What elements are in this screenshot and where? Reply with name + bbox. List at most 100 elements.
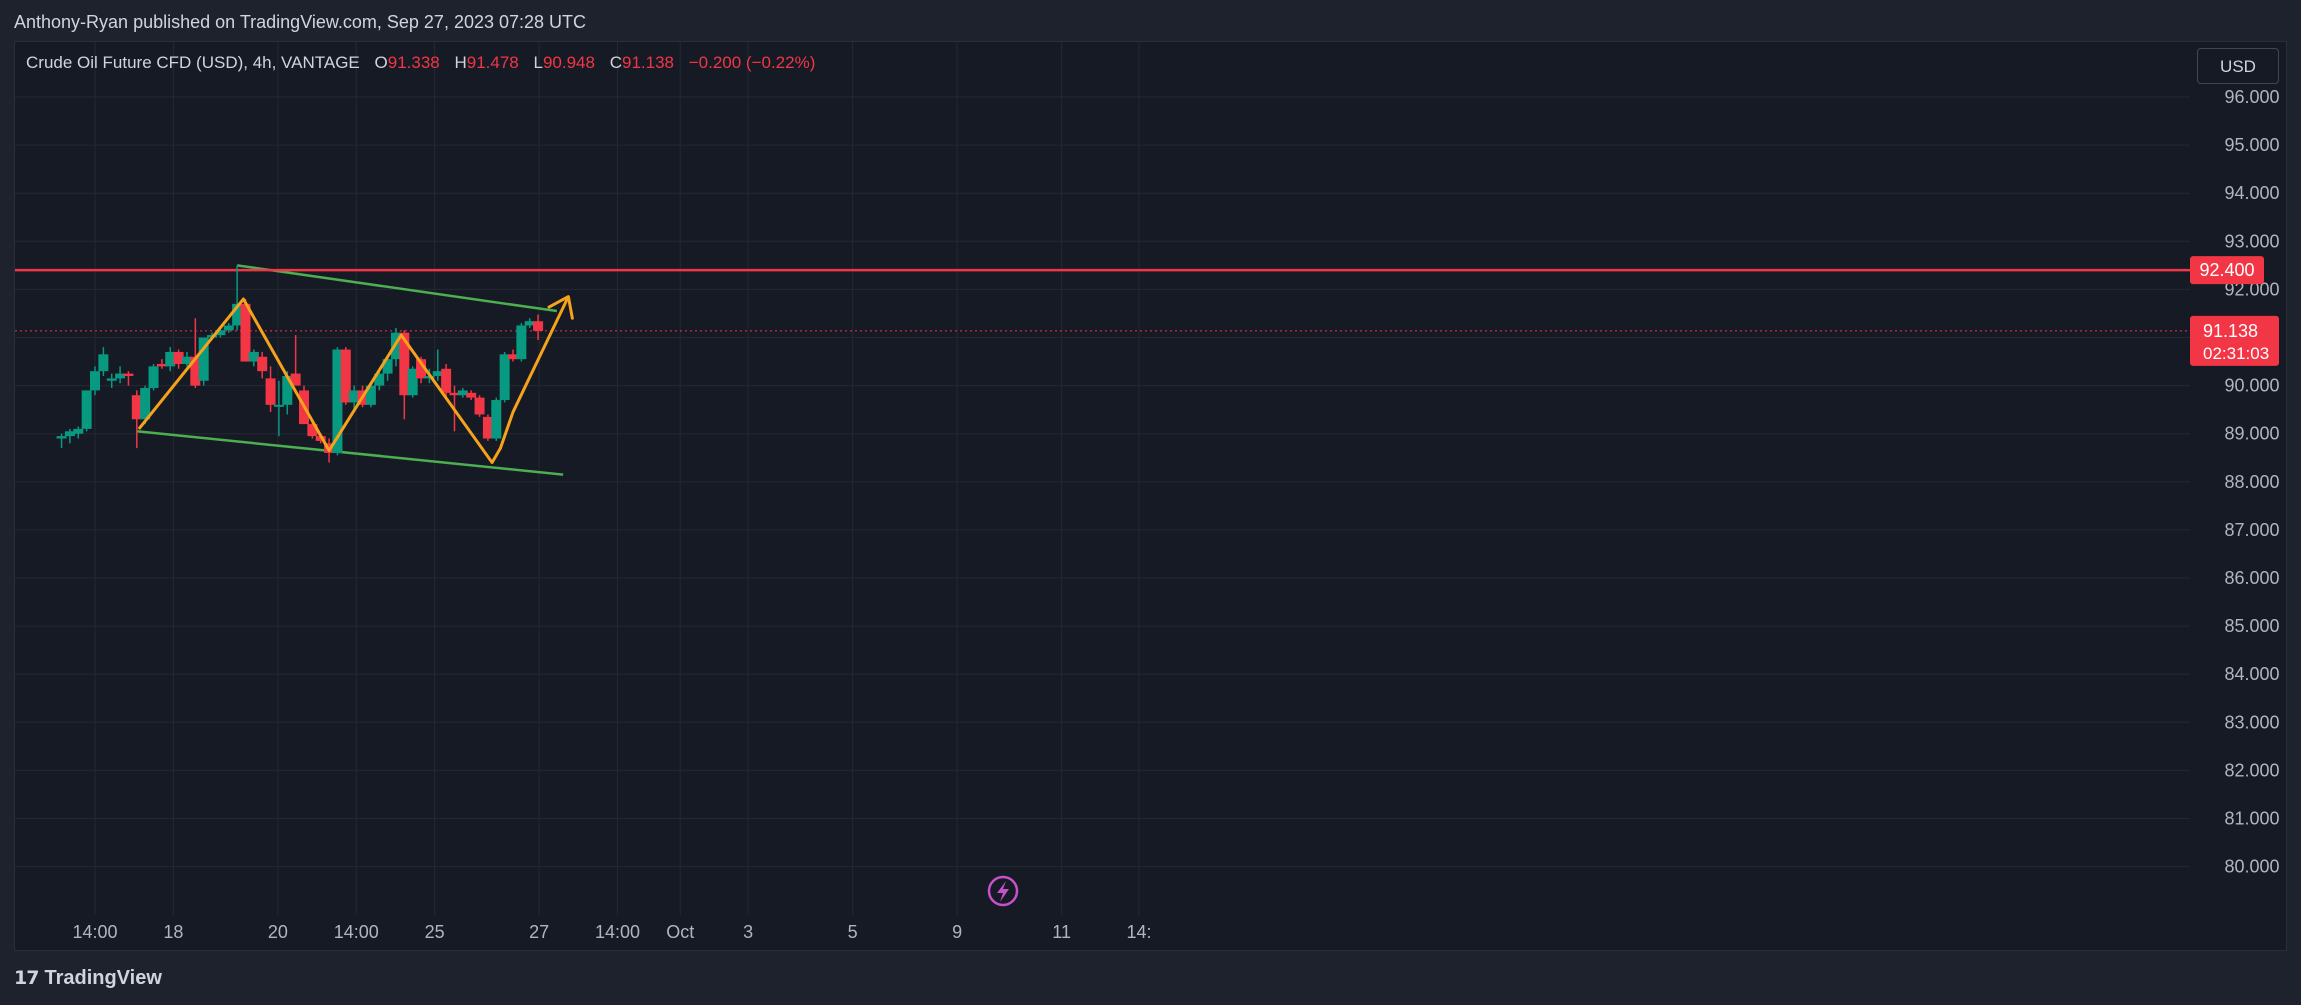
candle-body [349, 390, 360, 403]
tradingview-logo-text: TradingView [44, 966, 162, 989]
candle-body [416, 359, 427, 379]
candle-body [441, 368, 452, 393]
candle-body [156, 363, 167, 367]
footer-logo[interactable]: 17 TradingView [14, 965, 162, 991]
candle-body [64, 431, 75, 437]
high-value: 91.478 [466, 53, 519, 72]
candle-body [123, 373, 134, 376]
candle-body [282, 375, 293, 405]
x-tick-label: Oct [666, 922, 694, 942]
candle-body [273, 404, 284, 407]
candle-body [474, 397, 485, 415]
x-tick-label: 14:00 [72, 922, 117, 942]
candle-body [457, 390, 468, 396]
y-tick-label: 94.000 [2224, 183, 2279, 203]
currency-button[interactable]: USD [2197, 48, 2279, 84]
candle-body [524, 321, 535, 326]
candle-body [449, 392, 460, 396]
candle-body [190, 356, 201, 386]
open-value: 91.338 [387, 53, 440, 72]
y-tick-label: 81.000 [2224, 809, 2279, 829]
tradingview-logo-icon: 17 [14, 967, 39, 989]
countdown-label: 02:31:03 [2203, 344, 2269, 363]
candle-body [482, 416, 493, 439]
x-tick-label: 3 [743, 922, 753, 942]
candle-body [165, 351, 176, 367]
last-price-label: 91.138 [2203, 321, 2258, 341]
candle-body [382, 359, 393, 374]
trendline [236, 264, 558, 313]
candle-body [90, 371, 100, 391]
candle-body [533, 321, 544, 331]
open-label: O [374, 53, 388, 72]
candle-body [407, 368, 418, 396]
candle-body [290, 373, 301, 386]
y-tick-label: 89.000 [2224, 424, 2279, 444]
candle-body [399, 332, 410, 396]
zigzag-line [137, 295, 570, 465]
y-tick-label: 93.000 [2224, 231, 2279, 251]
candle-body [115, 373, 126, 379]
high-label: H [454, 53, 467, 72]
publisher-header: Anthony-Ryan published on TradingView.co… [14, 12, 587, 32]
candle-body [56, 436, 67, 439]
candle-body [307, 424, 318, 437]
trendline [136, 430, 564, 476]
low-value: 90.948 [542, 53, 595, 72]
y-tick-label: 83.000 [2224, 712, 2279, 732]
y-tick-label: 96.000 [2224, 87, 2279, 107]
candle-body [140, 388, 151, 420]
candle-body [98, 354, 109, 372]
close-label: C [609, 53, 622, 72]
candle-body [73, 428, 84, 434]
lightning-icon-wrap [987, 875, 1019, 907]
candle-body [499, 354, 510, 401]
change-value: −0.200 (−0.22%) [688, 53, 816, 72]
candle-body [265, 378, 276, 405]
candle-body [374, 373, 385, 386]
candle-body [81, 390, 92, 429]
close-value: 91.138 [621, 53, 674, 72]
candle-body [508, 354, 518, 360]
candle-body [223, 325, 234, 331]
chart-panel[interactable] [14, 41, 2287, 951]
y-tick-label: 92.000 [2224, 279, 2279, 299]
grid-lines [15, 42, 2190, 915]
x-tick-label: 9 [952, 922, 962, 942]
candle-body [148, 366, 159, 389]
lightning-icon [987, 875, 1019, 907]
candle-body [240, 303, 251, 362]
y-tick-label: 82.000 [2224, 760, 2279, 780]
x-tick-label: 11 [1052, 922, 1071, 942]
y-tick-label: 95.000 [2224, 135, 2279, 155]
resistance-price-label: 92.400 [2199, 260, 2254, 280]
candle-body [198, 337, 209, 381]
x-tick-label: 18 [163, 922, 183, 942]
candle-body [215, 330, 226, 336]
symbol-legend: Crude Oil Future CFD (USD), 4h, VANTAGE … [26, 53, 815, 73]
price-axis: 96.00095.00094.00093.00092.00091.00090.0… [2224, 87, 2279, 877]
candle-body [340, 349, 351, 403]
x-tick-label: 5 [848, 922, 858, 942]
candle-body [365, 385, 376, 405]
x-tick-label: 14:00 [595, 922, 640, 942]
price-markers: 92.400 91.138 02:31:03 [2190, 256, 2279, 366]
candle-body [232, 303, 243, 326]
candle-body [491, 400, 502, 439]
candle-body [516, 325, 527, 360]
lightning-bolt [997, 881, 1009, 902]
x-tick-label: 27 [529, 922, 549, 942]
low-label: L [533, 53, 543, 72]
y-tick-label: 90.000 [2224, 376, 2279, 396]
y-tick-label: 84.000 [2224, 664, 2279, 684]
last-price-tag [2190, 315, 2279, 366]
x-tick-label: 25 [425, 922, 445, 942]
arrow-head [547, 295, 574, 320]
resistance-price-tag [2190, 256, 2264, 285]
candle-body [173, 351, 184, 364]
x-tick-label: 20 [268, 922, 288, 942]
y-tick-label: 85.000 [2224, 616, 2279, 636]
y-tick-label: 87.000 [2224, 520, 2279, 540]
candle-body [248, 351, 259, 362]
